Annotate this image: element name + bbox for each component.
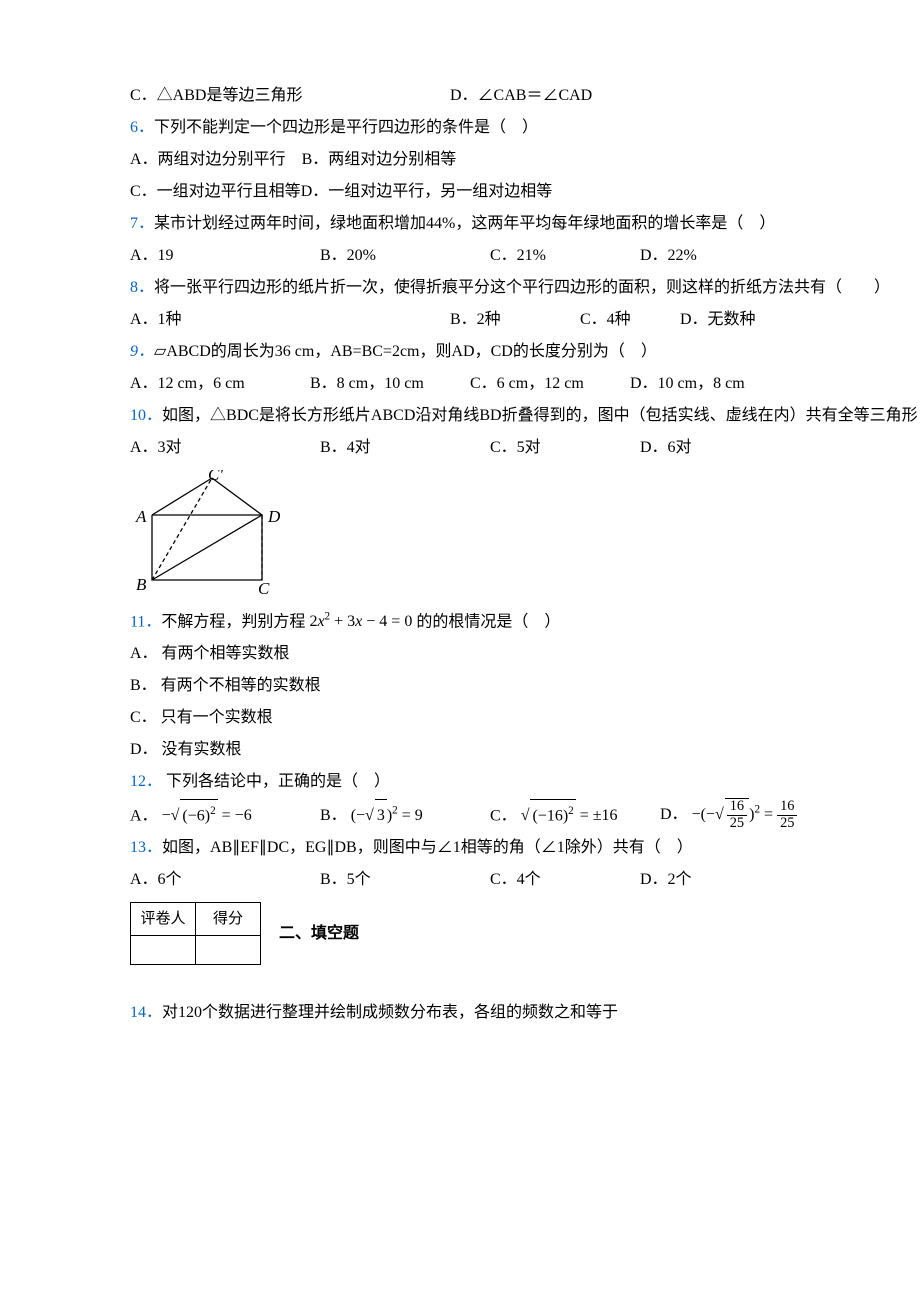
q14-stem: 对120个数据进行整理并绘制成频数分布表，各组的频数之和等于 (162, 1004, 618, 1021)
q10-options: A．3对 B．4对 C．5对 D．6对 (130, 432, 920, 464)
q13-number: 13． (130, 839, 162, 856)
q10-option-d: D．6对 (640, 432, 692, 464)
q9-option-d: D．10 cm，8 cm (630, 368, 745, 400)
q6-option-b: B．两组对边分别相等 (302, 151, 457, 168)
q13-option-b: B．5个 (320, 864, 490, 896)
q7-option-d: D．22% (640, 240, 697, 272)
q11-number: 11． (130, 613, 161, 630)
q11-option-c: C． 只有一个实数根 (130, 702, 920, 734)
q10-number: 10． (130, 407, 162, 424)
q10: 10．如图，△BDC是将长方形纸片ABCD沿对角线BD折叠得到的，图中（包括实线… (130, 400, 920, 432)
fig-label-b: B (136, 575, 147, 594)
q12-option-d: D． −(−√1625)2 = 1625 (660, 798, 797, 832)
q9-option-a: A．12 cm，6 cm (130, 368, 310, 400)
section-2-title: 二、填空题 (279, 918, 359, 950)
q11-stem-post: 的的根情况是（ ） (412, 613, 560, 630)
q6: 6．下列不能判定一个四边形是平行四边形的条件是（ ） (130, 112, 920, 144)
q11-stem-pre: 不解方程，判别方程 (161, 613, 309, 630)
q12-stem: 下列各结论中，正确的是（ ） (162, 773, 390, 790)
score-col-score: 得分 (196, 903, 261, 936)
q6-number: 6． (130, 119, 154, 136)
q8-option-c: C．4种 (580, 304, 680, 336)
q12-option-a: A． −√(−6)2 = −6 (130, 799, 320, 832)
score-cell-grader[interactable] (131, 936, 196, 965)
q9: 9．▱ABCD的周长为36 cm，AB=BC=2cm，则AD，CD的长度分别为（… (130, 336, 920, 368)
q9-option-c: C．6 cm，12 cm (470, 368, 630, 400)
q6-options-cd: C．一组对边平行且相等D．一组对边平行，另一组对边相等 (130, 176, 920, 208)
q6-stem: 下列不能判定一个四边形是平行四边形的条件是（ ） (154, 119, 538, 136)
q7-options: A．19 B．20% C．21% D．22% (130, 240, 920, 272)
q8-option-b: B．2种 (450, 304, 580, 336)
fig-label-c: C (258, 579, 270, 598)
q11-equation: 2x2 + 3x − 4 = 0 (309, 613, 412, 630)
score-table: 评卷人 得分 (130, 902, 261, 965)
q12-number: 12． (130, 773, 162, 790)
fig-label-a: A (135, 507, 147, 526)
q13-option-a: A．6个 (130, 864, 320, 896)
spacer (130, 965, 920, 997)
q7: 7．某市计划经过两年时间，绿地面积增加44%，这两年平均每年绿地面积的增长率是（… (130, 208, 920, 240)
q14-number: 14． (130, 1004, 162, 1021)
q7-option-b: B．20% (320, 240, 490, 272)
q6-option-c: C．一组对边平行且相等 (130, 183, 301, 200)
q12-options: A． −√(−6)2 = −6 B． (−√3)2 = 9 C． √(−16)2… (130, 798, 920, 832)
q10-option-a: A．3对 (130, 432, 320, 464)
q8-stem: 将一张平行四边形的纸片折一次，使得折痕平分这个平行四边形的面积，则这样的折纸方法… (154, 279, 890, 296)
q6-option-a: A．两组对边分别平行 (130, 151, 286, 168)
q13-option-c: C．4个 (490, 864, 640, 896)
q13-options: A．6个 B．5个 C．4个 D．2个 (130, 864, 920, 896)
q8-option-a: A．1种 (130, 304, 450, 336)
q5-options-cd: C．△ABD是等边三角形 D．∠CAB＝∠CAD (130, 80, 920, 112)
q5-option-c: C．△ABD是等边三角形 (130, 80, 450, 112)
q11-option-a: A． 有两个相等实数根 (130, 638, 920, 670)
q13: 13．如图，AB∥EF∥DC，EG∥DB，则图中与∠1相等的角（∠1除外）共有（… (130, 832, 920, 864)
q13-option-d: D．2个 (640, 864, 692, 896)
q7-option-a: A．19 (130, 240, 320, 272)
q10-option-c: C．5对 (490, 432, 640, 464)
q13-stem: 如图，AB∥EF∥DC，EG∥DB，则图中与∠1相等的角（∠1除外）共有（ ） (162, 839, 693, 856)
fig-label-cp: C′ (208, 470, 223, 484)
q7-option-c: C．21% (490, 240, 640, 272)
q10-option-b: B．4对 (320, 432, 490, 464)
q9-number: 9． (130, 343, 154, 360)
q12-option-c: C． √(−16)2 = ±16 (490, 799, 660, 832)
q7-stem: 某市计划经过两年时间，绿地面积增加44%，这两年平均每年绿地面积的增长率是（ ） (154, 215, 775, 232)
q6-options-ab: A．两组对边分别平行 B．两组对边分别相等 (130, 144, 920, 176)
q10-stem: 如图，△BDC是将长方形纸片ABCD沿对角线BD折叠得到的，图中（包括实线、虚线… (162, 407, 920, 424)
q9-option-b: B．8 cm，10 cm (310, 368, 470, 400)
q11-option-b: B． 有两个不相等的实数根 (130, 670, 920, 702)
score-col-grader: 评卷人 (131, 903, 196, 936)
q8-option-d: D．无数种 (680, 304, 756, 336)
q9-stem: ▱ABCD的周长为36 cm，AB=BC=2cm，则AD，CD的长度分别为（ ） (154, 343, 657, 360)
q14: 14．对120个数据进行整理并绘制成频数分布表，各组的频数之和等于 (130, 997, 920, 1029)
q8: 8．将一张平行四边形的纸片折一次，使得折痕平分这个平行四边形的面积，则这样的折纸… (130, 272, 920, 304)
q11-option-d: D． 没有实数根 (130, 734, 920, 766)
q12: 12． 下列各结论中，正确的是（ ） (130, 766, 920, 798)
q7-number: 7． (130, 215, 154, 232)
q8-options: A．1种 B．2种 C．4种 D．无数种 (130, 304, 920, 336)
q10-figure: A B C D C′ (130, 470, 290, 600)
fig-label-d: D (267, 507, 281, 526)
section-2-header: 评卷人 得分 二、填空题 (130, 902, 920, 965)
q8-number: 8． (130, 279, 154, 296)
q12-option-b: B． (−√3)2 = 9 (320, 799, 490, 832)
q5-option-d: D．∠CAB＝∠CAD (450, 80, 592, 112)
q6-option-d: D．一组对边平行，另一组对边相等 (301, 183, 553, 200)
q9-options: A．12 cm，6 cm B．8 cm，10 cm C．6 cm，12 cm D… (130, 368, 920, 400)
score-cell-score[interactable] (196, 936, 261, 965)
q11: 11．不解方程，判别方程 2x2 + 3x − 4 = 0 的的根情况是（ ） (130, 606, 920, 638)
